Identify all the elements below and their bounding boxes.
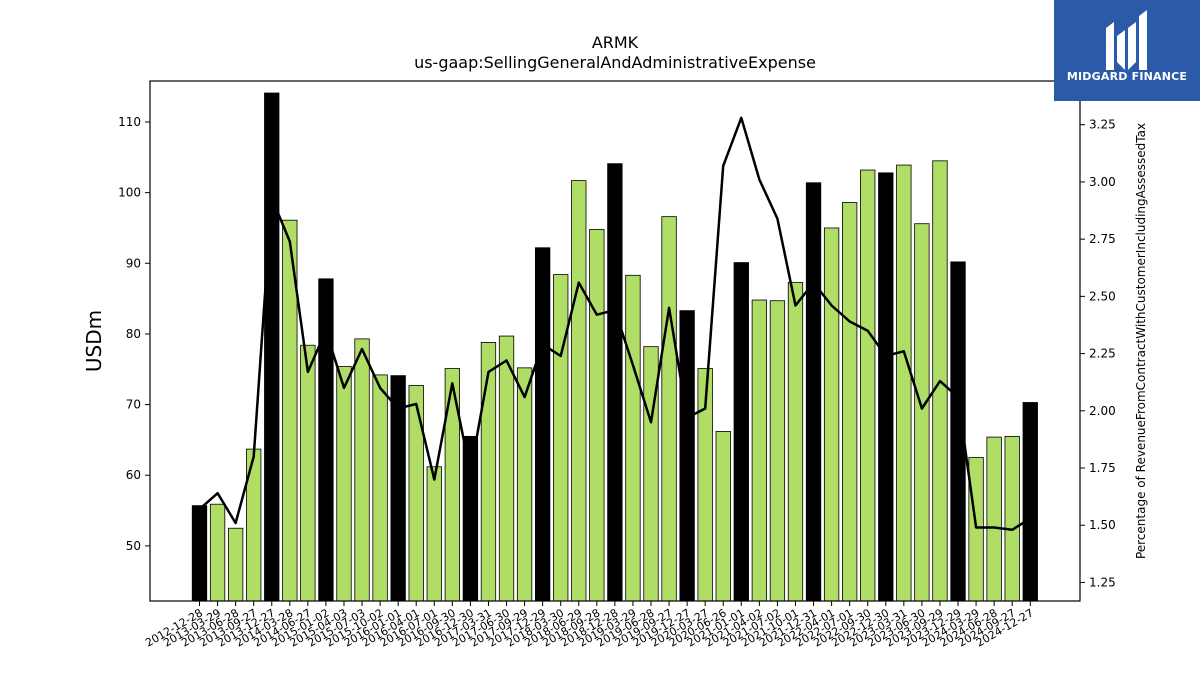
bar-2019-09-27: [661, 216, 677, 602]
bar-2015-10-02: [372, 374, 388, 602]
y-axis-label: USDm: [82, 310, 106, 372]
bar-2017-03-31: [480, 342, 497, 602]
bar-2024-06-28: [986, 436, 1002, 602]
bar-2017-09-29: [516, 367, 533, 602]
bar-2013-12-27: [264, 92, 280, 602]
bar-2013-06-28: [227, 527, 244, 602]
bar-2019-03-29: [625, 274, 641, 602]
y-tick-label: 100: [118, 186, 141, 200]
y2-tick-label: 2.50: [1089, 289, 1116, 303]
bar-2020-06-26: [715, 431, 731, 602]
y2-tick-label: 3.25: [1089, 118, 1116, 132]
bar-2022-07-01: [842, 202, 858, 602]
bar-2021-01-01: [733, 262, 749, 602]
y-axis-right: 1.25 1.50 1.75 2.00 2.25 2.50 2.75 3.00 3.25: [1080, 118, 1116, 589]
midgard-m-logo-icon: [1106, 10, 1147, 70]
bar-2024-09-27: [1004, 435, 1020, 602]
y-axis-left: 50 60 70 80 90 100 110: [118, 115, 150, 553]
bar-2021-10-01: [787, 281, 804, 602]
bar-2015-01-02: [318, 278, 334, 602]
y-tick-label: 110: [118, 115, 141, 129]
bar-2023-03-31: [896, 164, 912, 602]
y2-tick-label: 2.75: [1089, 232, 1116, 246]
bar-2012-12-28: [191, 505, 208, 602]
brand-name: MIDGARD FINANCE: [1066, 70, 1188, 83]
brand-logo: MIDGARD FINANCE: [1054, 0, 1200, 101]
bar-2021-04-02: [751, 299, 768, 602]
y2-tick-label: 1.50: [1089, 518, 1116, 532]
y-tick-label: 60: [126, 468, 141, 482]
bar-2016-04-01: [408, 385, 424, 602]
y2-tick-label: 1.25: [1089, 575, 1116, 589]
bar-2017-12-29: [534, 247, 551, 602]
y2-tick-label: 3.00: [1089, 175, 1116, 189]
bar-2021-12-31: [805, 182, 822, 602]
bar-2022-09-30: [860, 169, 876, 602]
bar-2017-06-30: [498, 335, 515, 602]
y-tick-label: 90: [126, 256, 141, 270]
bar-2018-03-30: [553, 274, 569, 602]
bar-2024-03-29: [968, 457, 984, 602]
line-series: [198, 116, 1031, 532]
y2-tick-label: 2.00: [1089, 404, 1116, 418]
bar-2018-09-28: [589, 228, 605, 602]
bar-2015-07-03: [354, 338, 370, 602]
y-tick-label: 50: [126, 539, 141, 553]
y-tick-label: 70: [126, 398, 141, 412]
bar-2016-12-30: [462, 435, 479, 602]
line-series-path: [198, 116, 1031, 532]
y-tick-label: 80: [126, 327, 141, 341]
bar-2014-06-27: [300, 344, 316, 602]
bar-2021-07-02: [769, 300, 786, 602]
y2-tick-label: 2.25: [1089, 347, 1116, 361]
chart-title: ARMK: [592, 33, 639, 52]
bar-2013-03-29: [209, 503, 226, 602]
bar-2024-12-27: [1022, 402, 1038, 602]
bar-2016-07-01: [426, 466, 442, 602]
bar-2022-12-30: [878, 172, 894, 602]
bar-2023-06-30: [914, 223, 930, 602]
bar-2018-06-29: [571, 180, 587, 602]
bar-2022-04-01: [823, 227, 840, 602]
x-axis: 2012-12-282013-03-292013-06-282013-09-27…: [143, 601, 1036, 650]
y2-tick-label: 1.75: [1089, 461, 1116, 475]
chart-subtitle: us-gaap:SellingGeneralAndAdministrativeE…: [414, 53, 816, 72]
bar-2019-12-27: [679, 310, 695, 602]
bar-2015-04-03: [336, 366, 352, 602]
bar-2018-12-28: [607, 163, 623, 602]
y2-axis-label: Percentage of RevenueFromContractWithCus…: [1134, 123, 1148, 559]
